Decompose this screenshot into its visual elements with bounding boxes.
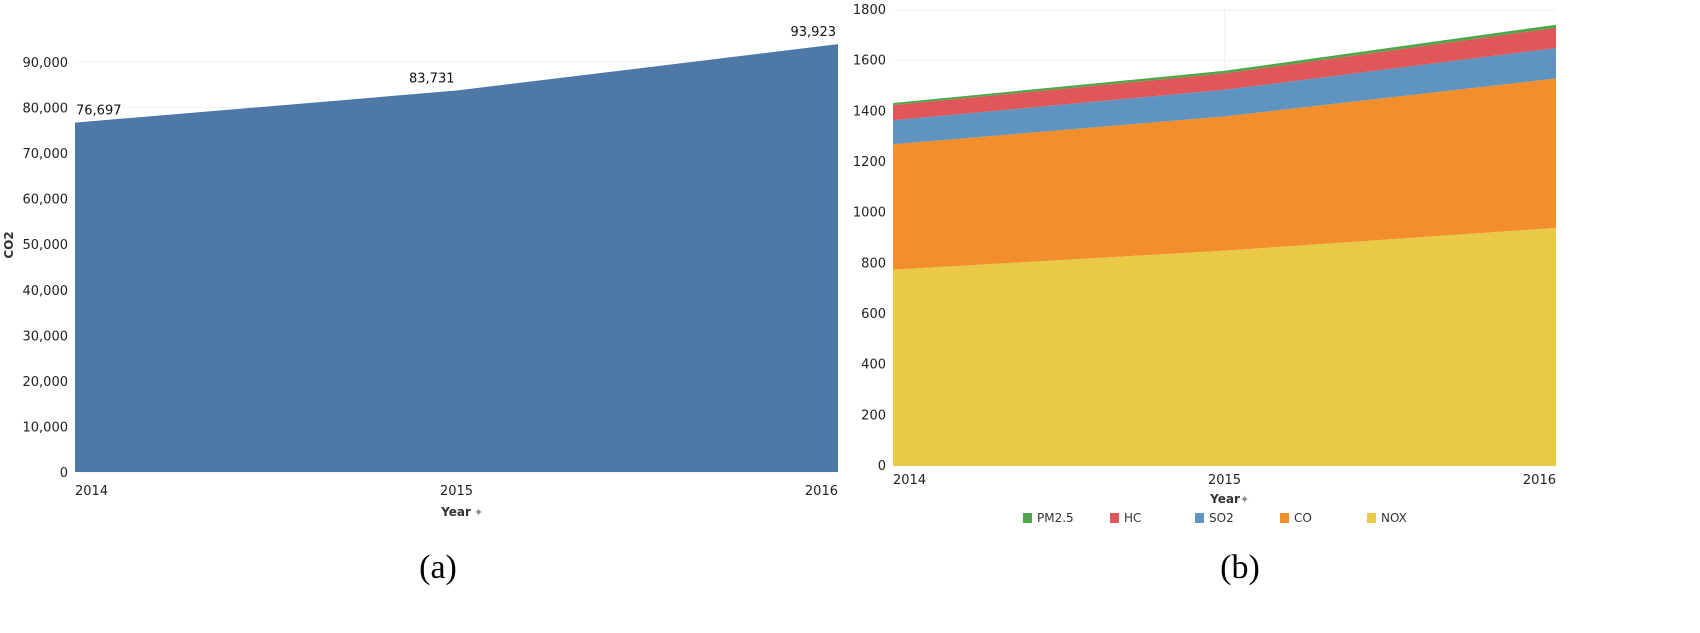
legend-swatch [1023,513,1032,523]
chart-a-co2: 76,697 83,731 93,923 0 10,000 20,000 30,000 40… [2,25,838,586]
x-tick-label: 2015 [1208,473,1241,488]
legend-swatch [1367,513,1376,523]
y-tick-label: 80,000 [23,102,69,117]
data-label: 76,697 [76,104,122,119]
y-tick-label: 40,000 [23,284,69,299]
legend-label: SO2 [1209,511,1234,525]
y-tick-label: 1800 [853,3,886,18]
data-label: 93,923 [791,25,837,40]
y-tick-label: 60,000 [23,193,69,208]
area-hc [893,27,1556,121]
chart-a-x-axis-title: Year [440,505,471,519]
pin-icon: ✦ [1240,493,1249,506]
chart-b-x-axis-title: Year [1209,492,1240,506]
x-tick-label: 2015 [440,484,473,499]
legend-label: NOX [1381,511,1407,525]
x-tick-label: 2016 [1523,473,1556,488]
x-tick-label: 2014 [893,473,926,488]
legend-swatch [1280,513,1289,523]
y-tick-label: 1200 [853,155,886,170]
y-tick-label: 0 [878,459,886,474]
y-tick-label: 1000 [853,206,886,221]
chart-a-caption: (a) [419,549,457,586]
y-tick-label: 50,000 [23,238,69,253]
pin-icon: ✦ [474,506,483,519]
chart-a-y-axis-title: CO2 [2,231,16,258]
x-tick-label: 2016 [805,484,838,499]
y-tick-label: 20,000 [23,375,69,390]
chart-b-legend: PM2.5 HC SO2 CO NOX [1023,511,1407,525]
y-tick-label: 1600 [853,54,886,69]
chart-b-caption: (b) [1220,549,1260,586]
y-tick-label: 200 [861,408,886,423]
legend-label: HC [1124,511,1141,525]
legend-label: PM2.5 [1037,511,1074,525]
y-tick-label: 1400 [853,104,886,119]
y-tick-label: 800 [861,256,886,271]
area-co2 [75,44,838,473]
x-tick-label: 2014 [75,484,108,499]
y-tick-label: 30,000 [23,329,69,344]
data-label: 83,731 [409,72,455,87]
area-co [893,78,1556,270]
y-tick-label: 10,000 [23,420,69,435]
y-tick-label: 90,000 [23,56,69,71]
y-tick-label: 400 [861,358,886,373]
y-tick-label: 600 [861,307,886,322]
area-so2 [893,48,1556,145]
chart-b-pollutants: 0 200 400 600 800 1000 1200 1400 1600 1800 2014 201… [853,3,1556,586]
y-tick-label: 70,000 [23,147,69,162]
legend-swatch [1195,513,1204,523]
area-pm25 [893,24,1556,106]
area-nox [893,227,1556,466]
y-tick-label: 0 [60,466,68,481]
legend-label: CO [1294,511,1312,525]
legend-swatch [1110,513,1119,523]
